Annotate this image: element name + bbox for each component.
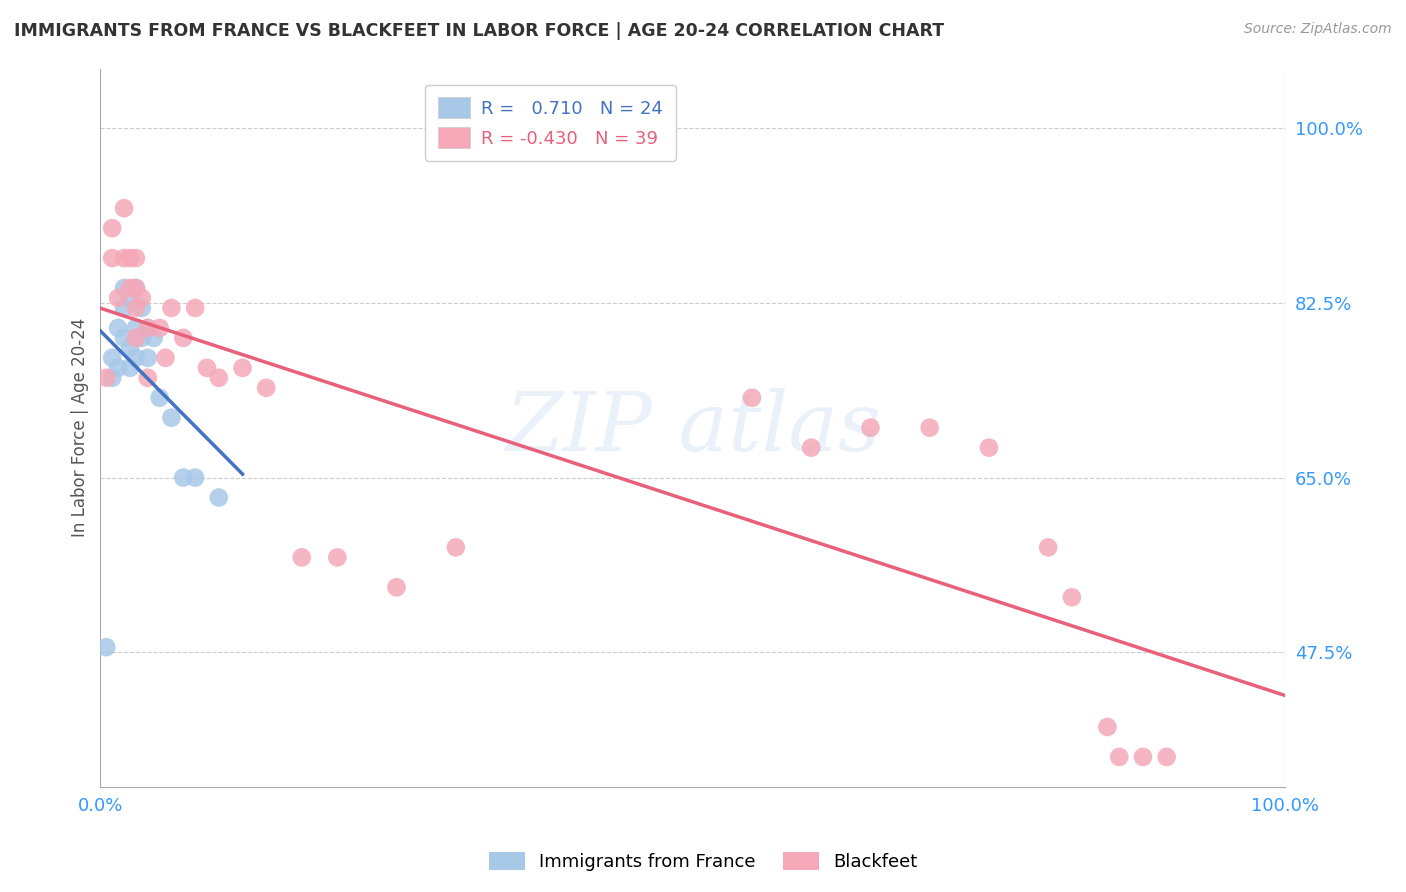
Point xyxy=(107,291,129,305)
Point xyxy=(125,351,148,365)
Point xyxy=(254,381,277,395)
Point xyxy=(136,371,159,385)
Point xyxy=(101,371,124,385)
Point xyxy=(118,341,141,355)
Point xyxy=(172,331,194,345)
Point xyxy=(136,321,159,335)
Point xyxy=(977,441,1000,455)
Point xyxy=(125,281,148,295)
Point xyxy=(101,251,124,265)
Point xyxy=(96,640,118,655)
Point xyxy=(160,301,183,315)
Point xyxy=(118,281,141,295)
Point xyxy=(118,251,141,265)
Y-axis label: In Labor Force | Age 20-24: In Labor Force | Age 20-24 xyxy=(72,318,89,537)
Point xyxy=(195,360,218,375)
Point xyxy=(112,301,135,315)
Point xyxy=(112,201,135,215)
Point xyxy=(112,281,135,295)
Point xyxy=(118,360,141,375)
Point xyxy=(125,251,148,265)
Point xyxy=(142,331,165,345)
Point xyxy=(1132,750,1154,764)
Point xyxy=(107,360,129,375)
Point xyxy=(136,351,159,365)
Point xyxy=(208,491,231,505)
Point xyxy=(1156,750,1178,764)
Point xyxy=(125,321,148,335)
Point xyxy=(1097,720,1119,734)
Point xyxy=(326,550,349,565)
Point xyxy=(96,371,118,385)
Point xyxy=(160,410,183,425)
Point xyxy=(800,441,823,455)
Point xyxy=(231,360,253,375)
Point xyxy=(918,420,941,434)
Point xyxy=(118,291,141,305)
Point xyxy=(741,391,763,405)
Text: ZIP atlas: ZIP atlas xyxy=(505,388,880,467)
Point xyxy=(859,420,882,434)
Point xyxy=(125,281,148,295)
Point xyxy=(149,391,172,405)
Point xyxy=(131,301,153,315)
Legend: Immigrants from France, Blackfeet: Immigrants from France, Blackfeet xyxy=(481,845,925,879)
Point xyxy=(112,331,135,345)
Point xyxy=(184,301,207,315)
Point xyxy=(172,470,194,484)
Point xyxy=(131,291,153,305)
Point xyxy=(155,351,177,365)
Point xyxy=(136,321,159,335)
Text: Source: ZipAtlas.com: Source: ZipAtlas.com xyxy=(1244,22,1392,37)
Point xyxy=(444,541,467,555)
Point xyxy=(1038,541,1060,555)
Point xyxy=(131,331,153,345)
Point xyxy=(125,301,148,315)
Point xyxy=(101,351,124,365)
Point xyxy=(1108,750,1130,764)
Point xyxy=(208,371,231,385)
Point xyxy=(149,321,172,335)
Legend: R =   0.710   N = 24, R = -0.430   N = 39: R = 0.710 N = 24, R = -0.430 N = 39 xyxy=(426,85,676,161)
Point xyxy=(1060,591,1083,605)
Point xyxy=(291,550,314,565)
Point xyxy=(184,470,207,484)
Point xyxy=(101,221,124,235)
Point xyxy=(107,321,129,335)
Point xyxy=(125,331,148,345)
Point xyxy=(385,580,408,594)
Text: IMMIGRANTS FROM FRANCE VS BLACKFEET IN LABOR FORCE | AGE 20-24 CORRELATION CHART: IMMIGRANTS FROM FRANCE VS BLACKFEET IN L… xyxy=(14,22,945,40)
Point xyxy=(112,251,135,265)
